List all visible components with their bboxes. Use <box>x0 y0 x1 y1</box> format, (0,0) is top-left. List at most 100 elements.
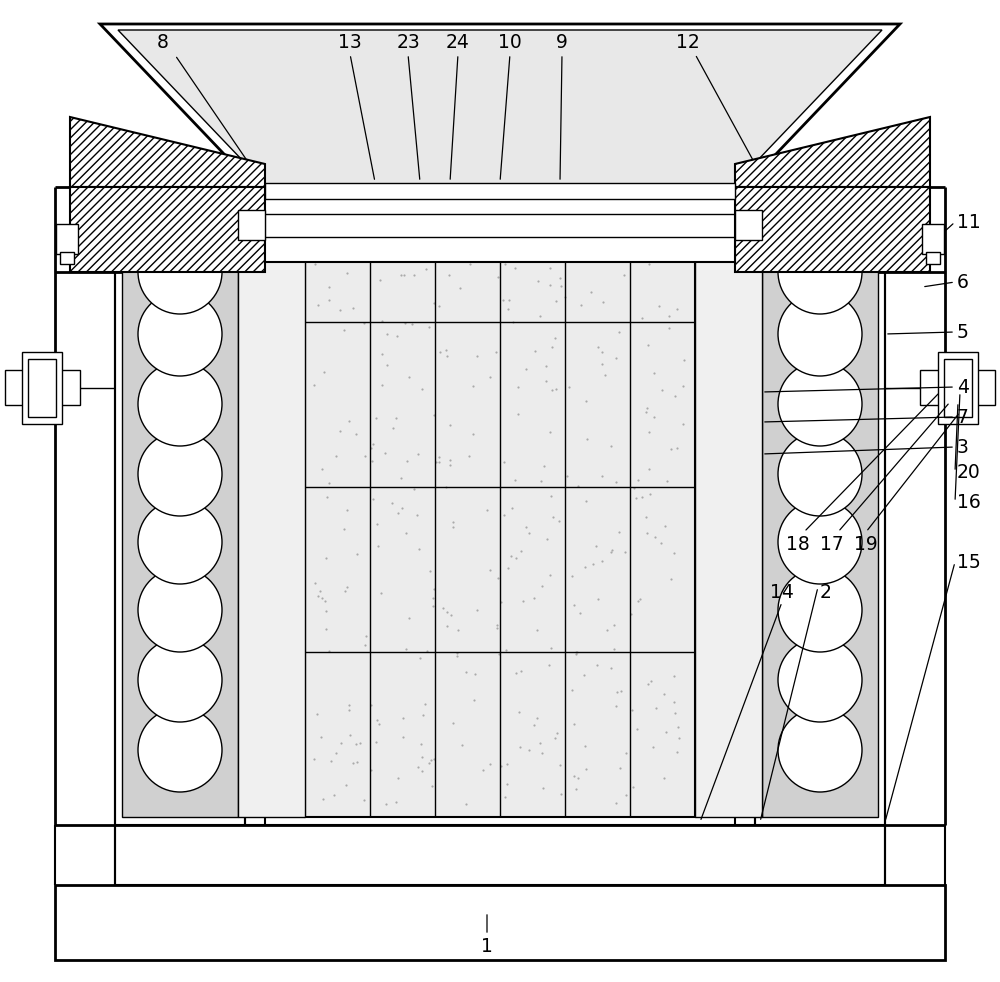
Point <box>398 524 414 540</box>
Point <box>566 716 582 732</box>
Point <box>406 267 422 283</box>
Bar <box>115 232 245 825</box>
Point <box>341 413 357 429</box>
Point <box>441 267 457 283</box>
Point <box>594 345 610 360</box>
Point <box>552 757 568 773</box>
Point <box>357 449 373 464</box>
Point <box>617 544 633 560</box>
Point <box>498 642 514 658</box>
Point <box>449 645 465 661</box>
Bar <box>115 825 885 885</box>
Point <box>603 660 619 676</box>
Point <box>667 388 683 404</box>
Point <box>561 380 577 396</box>
Point <box>442 457 458 472</box>
Point <box>466 692 482 708</box>
Point <box>612 761 628 777</box>
Text: 19: 19 <box>854 534 878 554</box>
Point <box>462 256 478 272</box>
Point <box>461 448 477 464</box>
Point <box>573 298 589 313</box>
Point <box>654 382 670 398</box>
Point <box>414 381 430 397</box>
Bar <box>944 359 972 417</box>
Point <box>412 650 428 666</box>
Point <box>489 617 505 632</box>
Point <box>421 755 437 771</box>
Point <box>358 627 374 643</box>
Point <box>542 277 558 293</box>
Point <box>666 694 682 710</box>
Point <box>439 349 455 364</box>
Bar <box>70 187 265 272</box>
Point <box>356 791 372 807</box>
Point <box>365 437 381 453</box>
Point <box>357 637 373 653</box>
Point <box>312 583 328 599</box>
Point <box>445 514 461 529</box>
Point <box>632 591 648 607</box>
Point <box>374 377 390 393</box>
Point <box>450 623 466 638</box>
Point <box>676 353 692 368</box>
Point <box>652 241 668 256</box>
Point <box>336 521 352 537</box>
Point <box>536 459 552 474</box>
Point <box>505 314 521 330</box>
Point <box>425 598 441 614</box>
Point <box>389 328 405 344</box>
Point <box>414 763 430 779</box>
Point <box>368 409 384 425</box>
Point <box>328 745 344 761</box>
Point <box>454 737 470 753</box>
Point <box>545 510 561 525</box>
Text: 4: 4 <box>957 377 969 397</box>
Point <box>413 736 429 751</box>
Point <box>539 531 555 547</box>
Text: 23: 23 <box>396 32 420 51</box>
Point <box>568 646 584 662</box>
Bar <box>238 210 265 240</box>
Point <box>535 780 551 795</box>
Bar <box>55 885 945 960</box>
Point <box>493 250 509 266</box>
Point <box>534 578 550 594</box>
Point <box>490 570 506 585</box>
Point <box>333 246 349 262</box>
Point <box>544 382 560 398</box>
Point <box>339 503 355 518</box>
Point <box>500 300 516 316</box>
Bar <box>755 232 885 825</box>
Point <box>581 249 597 265</box>
Bar <box>265 197 735 262</box>
Point <box>527 344 543 359</box>
Point <box>467 666 483 682</box>
Point <box>640 677 656 692</box>
Point <box>406 481 422 497</box>
Circle shape <box>778 362 862 446</box>
Point <box>409 507 425 522</box>
Point <box>613 683 629 699</box>
Point <box>661 308 677 324</box>
Point <box>638 510 654 525</box>
Bar <box>122 240 238 817</box>
Point <box>583 284 599 300</box>
Point <box>577 738 593 754</box>
Point <box>426 751 442 767</box>
Point <box>599 623 615 638</box>
Point <box>646 409 662 425</box>
Point <box>309 706 325 722</box>
Point <box>401 369 417 385</box>
Point <box>646 365 662 381</box>
Point <box>369 517 385 532</box>
Point <box>385 420 401 436</box>
Point <box>634 310 650 326</box>
Point <box>590 591 606 607</box>
Point <box>639 401 655 416</box>
Point <box>616 267 632 283</box>
Point <box>542 424 558 440</box>
Point <box>356 315 372 331</box>
Point <box>597 367 613 383</box>
Text: 12: 12 <box>676 32 700 51</box>
